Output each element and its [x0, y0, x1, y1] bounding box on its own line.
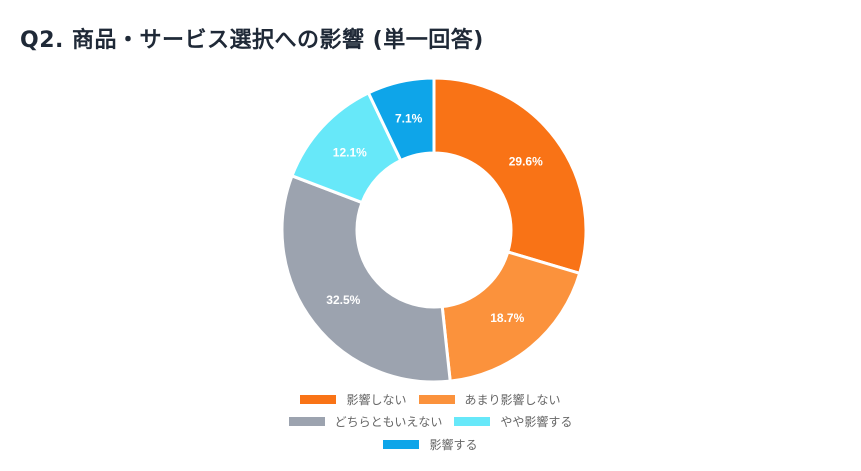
legend-label: あまり影響しない	[464, 392, 561, 407]
legend-label: どちらともいえない	[334, 415, 443, 430]
legend-label: やや影響する	[500, 415, 573, 430]
legend-swatch	[454, 417, 491, 427]
legend-item[interactable]: 影響しない	[300, 391, 407, 408]
legend-swatch	[418, 394, 455, 404]
legend-item[interactable]: どちらともいえない	[288, 413, 443, 430]
data-label: 12.1%	[333, 145, 367, 159]
legend-swatch	[300, 394, 337, 404]
donut-slice[interactable]	[440, 250, 582, 383]
legend-label: 影響しない	[346, 392, 407, 407]
legend-label: 影響する	[429, 437, 478, 452]
legend-swatch	[383, 439, 420, 449]
legend-item[interactable]: やや影響する	[454, 413, 572, 430]
donut-slice[interactable]	[432, 76, 588, 276]
data-label: 18.7%	[490, 311, 524, 325]
chart-title: Q2. 商品・サービス選択への影響 (単一回答)	[20, 28, 484, 53]
donut-slice[interactable]	[280, 173, 452, 384]
data-label: 29.6%	[509, 155, 543, 169]
legend-item[interactable]: 影響する	[383, 436, 478, 453]
data-label: 32.5%	[326, 293, 360, 307]
donut-slice[interactable]	[366, 76, 436, 163]
legend-item[interactable]: あまり影響しない	[418, 391, 561, 408]
legend-swatch	[288, 417, 325, 427]
data-label: 7.1%	[395, 111, 423, 125]
legend: 影響しない あまり影響しない どちらともいえない やや影響する 影響する	[0, 388, 861, 456]
